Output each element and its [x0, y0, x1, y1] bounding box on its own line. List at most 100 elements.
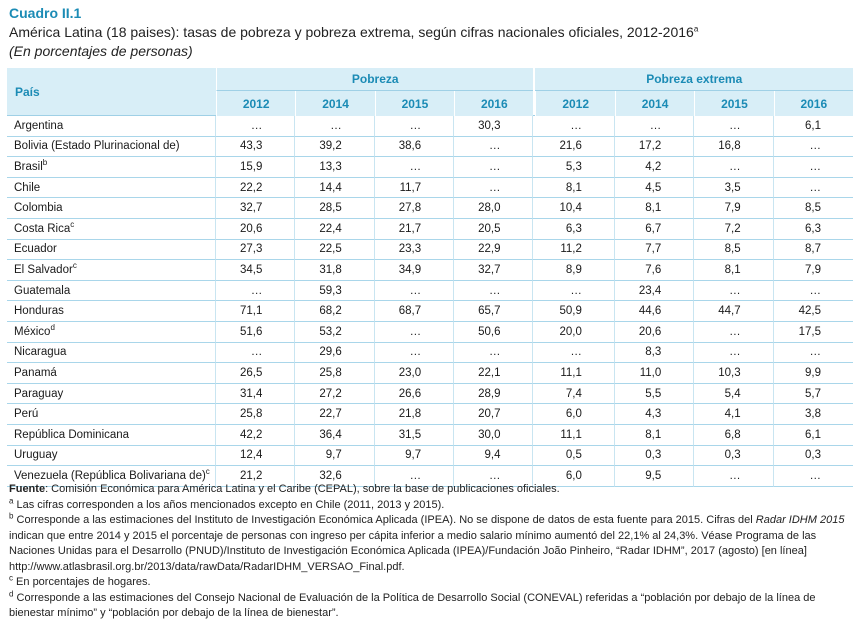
- pobreza-value-cell: 65,7: [454, 301, 534, 322]
- footnote-c: c En porcentajes de hogares.: [9, 574, 855, 591]
- footnotes: Fuente: Comisión Económica para América …: [9, 482, 855, 622]
- footnote-mark: a: [9, 495, 14, 505]
- pobreza-value-cell: 26,5: [215, 363, 296, 384]
- pobreza-extrema-value-cell: 8,5: [773, 198, 853, 219]
- pobreza-value-cell: 30,0: [454, 424, 534, 446]
- pobreza-value-cell: 23,0: [374, 363, 455, 384]
- pobreza-extrema-value-cell: 8,9: [535, 260, 615, 281]
- table-row: República Dominicana 42,2 36,4 31,5 30,0 11,1…: [7, 424, 853, 446]
- table-row: Chile 22,2 14,4 11,7… 8,1 4,5 3,5…: [7, 177, 853, 199]
- pobreza-value-cell: 51,6: [215, 321, 296, 343]
- table-row: Nicaragua… 29,6……… 8,3……: [7, 342, 853, 364]
- column-gap: [533, 363, 536, 384]
- footnote-mark: d: [50, 322, 55, 332]
- pobreza-value-cell: 31,5: [374, 424, 455, 446]
- country-name: México: [14, 325, 51, 338]
- pobreza-extrema-value-cell: 8,7: [773, 240, 853, 261]
- pobreza-value-cell: 22,7: [295, 404, 375, 425]
- table-row: Brasilb 15,9 13,3…… 5,3 4,2……: [7, 157, 853, 178]
- pobreza-value-cell: …: [454, 157, 534, 178]
- pobreza-extrema-value-cell: 6,1: [773, 425, 853, 446]
- country-name: El Salvador: [14, 263, 73, 276]
- pobreza-value-cell: 36,4: [295, 424, 375, 446]
- country-name: Ecuador: [14, 243, 57, 256]
- pobreza-value-cell: 22,9: [454, 239, 534, 261]
- pobreza-value-cell: 29,6: [295, 342, 375, 364]
- pobreza-extrema-value-cell: 6,3: [773, 219, 853, 240]
- country-cell: Panamá: [7, 363, 216, 384]
- pobreza-value-cell: 12,4: [215, 445, 296, 467]
- country-cell: Bolivia (Estado Plurinacional de): [7, 136, 216, 158]
- pobreza-extrema-value-cell: 8,5: [694, 239, 774, 261]
- pobreza-extrema-value-cell: 50,9: [535, 301, 615, 322]
- pobreza-value-cell: 27,2: [295, 383, 375, 405]
- pobreza-value-cell: …: [215, 116, 296, 137]
- pobreza-extrema-value-cell: 3,8: [773, 404, 853, 425]
- pobreza-extrema-value-cell: 17,5: [773, 322, 853, 343]
- country-cell: Costa Ricac: [7, 218, 216, 240]
- source-text: : Comisión Económica para América Latina…: [45, 483, 560, 495]
- pobreza-extrema-value-cell: 7,7: [614, 239, 695, 261]
- table-row: Panamá 26,5 25,8 23,0 22,1 11,1 11,0 10,3 9,9: [7, 363, 853, 384]
- country-name: Honduras: [14, 305, 64, 318]
- pobreza-value-cell: 71,1: [215, 301, 296, 322]
- pobreza-value-cell: 53,2: [295, 321, 375, 343]
- pobreza-extrema-value-cell: 0,3: [773, 446, 853, 467]
- pobreza-extrema-value-cell: 0,3: [614, 445, 695, 467]
- pobreza-value-cell: …: [454, 342, 534, 364]
- pobreza-extrema-value-cell: 6,3: [535, 218, 615, 240]
- pobreza-value-cell: 32,7: [454, 260, 534, 281]
- pobreza-value-cell: 27,3: [215, 239, 296, 261]
- column-gap: [533, 137, 536, 158]
- country-cell: El Salvadorc: [7, 260, 216, 281]
- country-name: Nicaragua: [14, 346, 67, 359]
- table-body: Argentina……… 30,3……… 6,1 Bolivia (Estado Pl…: [7, 116, 853, 487]
- pobreza-extrema-value-cell: 20,6: [614, 321, 695, 343]
- pobreza-extrema-value-cell: 4,1: [694, 404, 774, 425]
- column-gap: [533, 446, 536, 467]
- column-gap: [533, 425, 536, 446]
- pobreza-extrema-value-cell: 6,7: [614, 218, 695, 240]
- table-row: Bolivia (Estado Plurinacional de) 43,3 39,…: [7, 136, 853, 158]
- table-label: Cuadro II.1: [9, 5, 82, 21]
- table-title: América Latina (18 paises): tasas de pob…: [9, 24, 698, 40]
- pobreza-value-cell: …: [215, 342, 296, 364]
- pobreza-value-cell: 50,6: [454, 321, 534, 343]
- pobreza-value-cell: 22,4: [295, 218, 375, 240]
- pobreza-value-cell: 20,6: [215, 218, 296, 240]
- pobreza-value-cell: 26,6: [374, 383, 455, 405]
- country-cell: Méxicod: [7, 321, 216, 343]
- header-year: 2016: [454, 91, 534, 116]
- pobreza-value-cell: …: [454, 466, 534, 487]
- column-gap: [533, 301, 536, 322]
- pobreza-extrema-value-cell: 6,0: [535, 466, 615, 487]
- table-row: Paraguay 31,4 27,2 26,6 28,9 7,4 5,5 5,4 5,7: [7, 383, 853, 405]
- header-group-pobreza-extrema: Pobreza extrema: [535, 68, 853, 91]
- footnote-text: indican que entre 2014 y 2015 el porcent…: [9, 529, 817, 573]
- pobreza-value-cell: 21,7: [374, 218, 455, 240]
- pobreza-extrema-value-cell: 7,4: [535, 383, 615, 405]
- pobreza-extrema-value-cell: 16,8: [694, 136, 774, 158]
- table-row: Honduras 71,1 68,2 68,7 65,7 50,9 44,6 44,7 42,5: [7, 301, 853, 322]
- pobreza-value-cell: 34,9: [374, 260, 455, 281]
- source-label: Fuente: [9, 483, 46, 495]
- footnote-a: a Las cifras corresponden a los años men…: [9, 495, 855, 514]
- header-year: 2015: [374, 91, 455, 116]
- country-name: Chile: [14, 181, 41, 194]
- pobreza-value-cell: …: [374, 342, 455, 364]
- pobreza-value-cell: …: [454, 280, 534, 302]
- pobreza-value-cell: …: [454, 177, 534, 199]
- column-gap: [533, 322, 536, 343]
- pobreza-extrema-value-cell: …: [535, 280, 615, 302]
- column-gap: [533, 384, 536, 405]
- country-cell: Brasilb: [7, 157, 216, 178]
- pobreza-extrema-value-cell: 44,6: [614, 301, 695, 322]
- pobreza-extrema-value-cell: …: [694, 321, 774, 343]
- pobreza-value-cell: 21,2: [215, 466, 296, 487]
- pobreza-extrema-value-cell: 8,3: [614, 342, 695, 364]
- pobreza-extrema-value-cell: …: [614, 116, 695, 137]
- header-year: 2012: [215, 91, 296, 116]
- table-row: Ecuador 27,3 22,5 23,3 22,9 11,2 7,7 8,5 8,7: [7, 239, 853, 261]
- pobreza-extrema-value-cell: 0,3: [694, 445, 774, 467]
